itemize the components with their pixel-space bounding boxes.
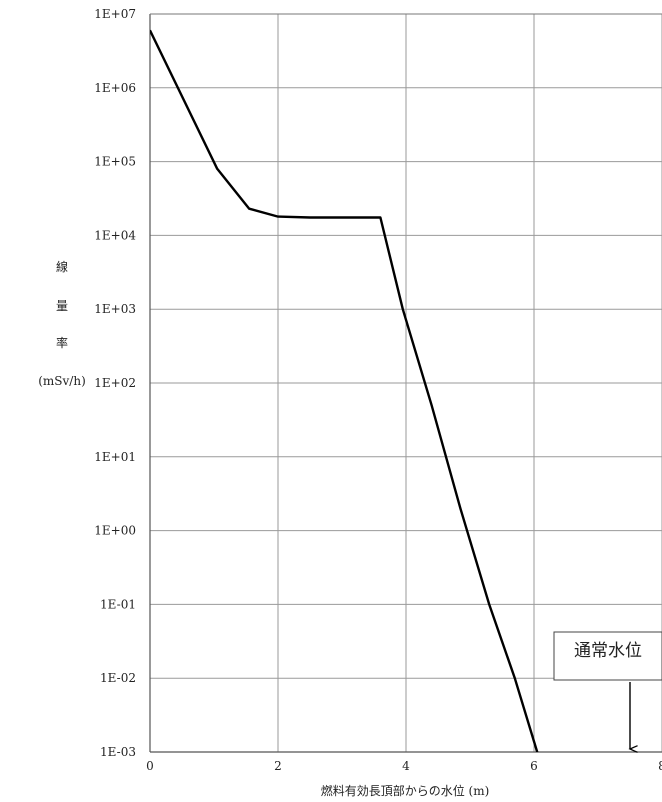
- series-layer: [150, 29, 539, 752]
- data-point: [341, 216, 343, 219]
- y-axis-label-part: 率: [56, 335, 68, 350]
- data-point: [309, 216, 311, 219]
- x-tick-label: 2: [274, 759, 282, 773]
- x-tick-label: 8: [658, 759, 662, 773]
- y-tick-label: 1E-01: [100, 597, 136, 611]
- y-tick-label: 1E+00: [94, 524, 136, 538]
- y-tick-label: 1E+05: [94, 155, 136, 169]
- y-tick-label: 1E+04: [94, 228, 136, 242]
- x-tick-label: 0: [146, 759, 154, 773]
- data-point: [459, 507, 462, 510]
- y-axis-label: 線量率 (mSv/h): [38, 259, 86, 388]
- data-point: [277, 215, 279, 218]
- x-axis-label: 燃料有効長頂部からの水位 (m): [321, 783, 490, 798]
- x-tick-label: 6: [530, 759, 538, 773]
- data-point: [536, 751, 538, 752]
- y-tick-label: 1E+07: [94, 7, 136, 21]
- y-axis-label-part: 線: [56, 259, 68, 274]
- data-point: [216, 167, 218, 170]
- y-tick-labels: 1E+07 1E+06 1E+05 1E+04 1E+03 1E+02 1E+01 1E+00…: [94, 7, 136, 759]
- data-point: [402, 308, 404, 311]
- y-tick-label: 1E+01: [94, 450, 136, 464]
- data-point: [514, 677, 516, 679]
- y-tick-label: 1E-02: [100, 671, 136, 685]
- series-line: [150, 29, 539, 752]
- annotation-label: 通常水位: [574, 641, 642, 661]
- y-tick-label: 1E+06: [94, 81, 136, 95]
- data-point: [430, 404, 433, 407]
- data-point: [150, 29, 151, 32]
- annotation-box: [553, 631, 662, 681]
- annotation: 通常水位: [553, 631, 662, 753]
- y-axis-label-part: 量: [56, 299, 68, 313]
- y-axis-label-part: (mSv/h): [38, 374, 86, 388]
- x-tick-label: 4: [402, 759, 410, 773]
- x-tick-labels: 0 2 4 6 8: [146, 759, 662, 773]
- data-point: [379, 216, 382, 219]
- axes: [149, 13, 662, 753]
- y-tick-label: 1E+03: [94, 302, 136, 316]
- data-point: [488, 603, 491, 606]
- data-point: [248, 207, 250, 210]
- y-tick-label: 1E+02: [94, 376, 136, 390]
- y-tick-label: 1E-03: [100, 745, 136, 759]
